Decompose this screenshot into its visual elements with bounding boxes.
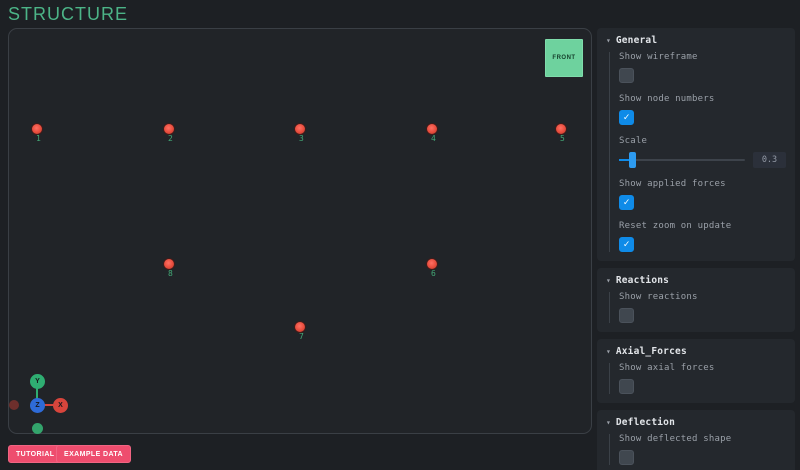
section-general: ▾ General Show wireframe Show node numbe… (597, 28, 795, 261)
show-deflected-shape-label: Show deflected shape (619, 434, 732, 444)
node-number-label: 3 (299, 134, 304, 143)
scale-value-field[interactable]: 0.3 (753, 152, 786, 168)
example-data-button[interactable]: EXAMPLE DATA (56, 445, 131, 463)
structure-viewport[interactable]: FRONT 1 2 3 4 5 6 7 8 (8, 28, 592, 434)
scale-label: Scale (619, 136, 648, 146)
chevron-down-icon: ▾ (606, 417, 611, 427)
show-applied-forces-label: Show applied forces (619, 179, 726, 189)
show-node-numbers-label: Show node numbers (619, 94, 715, 104)
show-axial-forces-checkbox[interactable] (619, 379, 634, 394)
node-dot[interactable] (556, 124, 566, 134)
section-general-header[interactable]: ▾ General (606, 35, 786, 46)
show-wireframe-checkbox[interactable] (619, 68, 634, 83)
chevron-down-icon: ▾ (606, 275, 611, 285)
node-number-label: 2 (168, 134, 173, 143)
y-axis-line (36, 388, 38, 399)
control-panel: ▾ General Show wireframe Show node numbe… (597, 28, 795, 470)
section-title: Reactions (615, 275, 670, 286)
scale-slider[interactable] (619, 152, 745, 168)
section-reactions-header[interactable]: ▾ Reactions (606, 275, 786, 286)
show-node-numbers-checkbox[interactable] (619, 110, 634, 125)
show-wireframe-label: Show wireframe (619, 52, 698, 62)
scale-slider-fill (619, 159, 632, 161)
show-applied-forces-checkbox[interactable] (619, 195, 634, 210)
node-number-label: 8 (168, 269, 173, 278)
tutorial-button[interactable]: TUTORIAL (8, 445, 63, 463)
section-title: Axial_Forces (615, 346, 687, 357)
section-axial-forces: ▾ Axial_Forces Show axial forces (597, 339, 795, 403)
node-dot[interactable] (164, 259, 174, 269)
show-deflected-shape-checkbox[interactable] (619, 450, 634, 465)
node-dot[interactable] (295, 322, 305, 332)
x-axis-ball[interactable]: X (53, 398, 68, 413)
node-number-label: 7 (299, 332, 304, 341)
section-title: Deflection (615, 417, 676, 428)
section-deflection-header[interactable]: ▾ Deflection (606, 417, 786, 428)
view-cube[interactable]: FRONT (545, 39, 583, 77)
node-number-label: 1 (36, 134, 41, 143)
section-title: General (615, 35, 658, 46)
node-dot[interactable] (427, 124, 437, 134)
node-dot[interactable] (32, 124, 42, 134)
node-number-label: 5 (560, 134, 565, 143)
x-axis-line (44, 404, 54, 406)
node-dot[interactable] (295, 124, 305, 134)
section-deflection: ▾ Deflection Show deflected shape (597, 410, 795, 470)
section-axial-forces-header[interactable]: ▾ Axial_Forces (606, 346, 786, 357)
chevron-down-icon: ▾ (606, 346, 611, 356)
node-dot[interactable] (427, 259, 437, 269)
page-title: STRUCTURE (8, 4, 128, 24)
show-axial-forces-label: Show axial forces (619, 363, 715, 373)
node-number-label: 4 (431, 134, 436, 143)
z-axis-label: Z (35, 402, 40, 409)
reset-zoom-on-update-label: Reset zoom on update (619, 221, 732, 231)
neg-x-axis-ball[interactable] (9, 400, 19, 410)
scale-slider-handle[interactable] (629, 152, 636, 168)
y-axis-ball[interactable]: Y (30, 374, 45, 389)
neg-y-axis-ball[interactable] (32, 423, 43, 434)
node-number-label: 6 (431, 269, 436, 278)
view-cube-front-label: FRONT (552, 55, 576, 61)
reset-zoom-on-update-checkbox[interactable] (619, 237, 634, 252)
y-axis-label: Y (35, 378, 40, 385)
show-reactions-label: Show reactions (619, 292, 698, 302)
chevron-down-icon: ▾ (606, 35, 611, 45)
z-axis-ball[interactable]: Z (30, 398, 45, 413)
show-reactions-checkbox[interactable] (619, 308, 634, 323)
section-reactions: ▾ Reactions Show reactions (597, 268, 795, 332)
x-axis-label: X (58, 402, 63, 409)
node-dot[interactable] (164, 124, 174, 134)
